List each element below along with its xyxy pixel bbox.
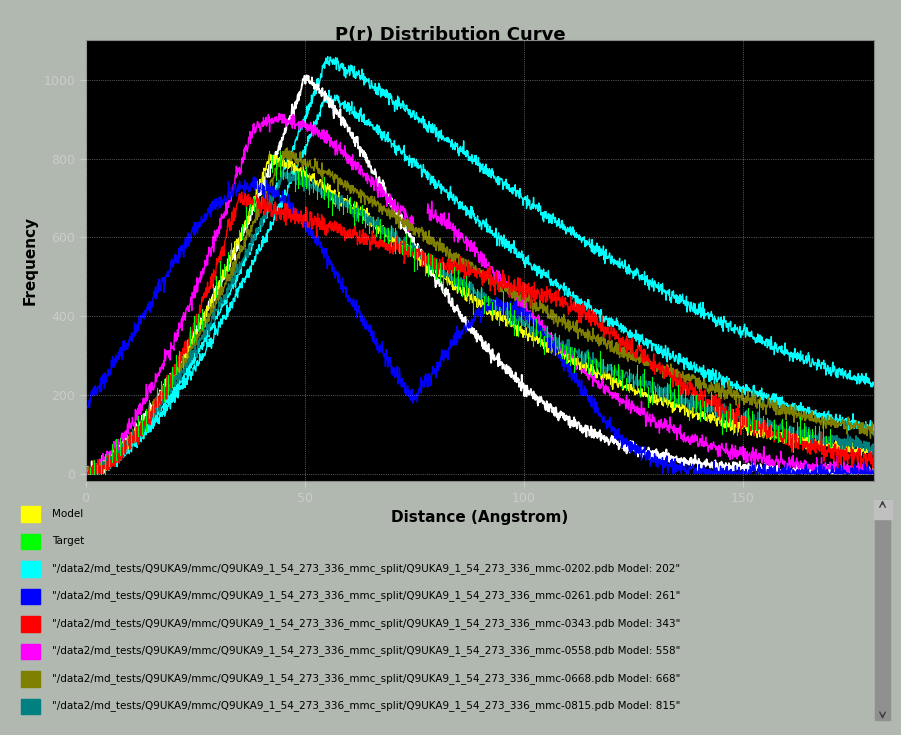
Text: P(r) Distribution Curve: P(r) Distribution Curve xyxy=(335,26,566,43)
Text: Target: Target xyxy=(52,536,85,546)
Text: "/data2/md_tests/Q9UKA9/mmc/Q9UKA9_1_54_273_336_mmc_split/Q9UKA9_1_54_273_336_mm: "/data2/md_tests/Q9UKA9/mmc/Q9UKA9_1_54_… xyxy=(52,618,680,629)
Bar xyxy=(21,699,40,714)
Bar xyxy=(874,500,892,519)
Text: "/data2/md_tests/Q9UKA9/mmc/Q9UKA9_1_54_273_336_mmc_split/Q9UKA9_1_54_273_336_mm: "/data2/md_tests/Q9UKA9/mmc/Q9UKA9_1_54_… xyxy=(52,645,680,656)
Bar xyxy=(875,500,890,720)
X-axis label: Distance (Angstrom): Distance (Angstrom) xyxy=(391,510,569,526)
Bar xyxy=(21,534,40,549)
Text: "/data2/md_tests/Q9UKA9/mmc/Q9UKA9_1_54_273_336_mmc_split/Q9UKA9_1_54_273_336_mm: "/data2/md_tests/Q9UKA9/mmc/Q9UKA9_1_54_… xyxy=(52,590,680,601)
Text: Model: Model xyxy=(52,509,84,518)
Text: "/data2/md_tests/Q9UKA9/mmc/Q9UKA9_1_54_273_336_mmc_split/Q9UKA9_1_54_273_336_mm: "/data2/md_tests/Q9UKA9/mmc/Q9UKA9_1_54_… xyxy=(52,673,680,684)
Y-axis label: Frequency: Frequency xyxy=(23,216,38,306)
Bar xyxy=(21,589,40,604)
Bar xyxy=(21,616,40,632)
Text: "/data2/md_tests/Q9UKA9/mmc/Q9UKA9_1_54_273_336_mmc_split/Q9UKA9_1_54_273_336_mm: "/data2/md_tests/Q9UKA9/mmc/Q9UKA9_1_54_… xyxy=(52,563,680,574)
Text: "/data2/md_tests/Q9UKA9/mmc/Q9UKA9_1_54_273_336_mmc_split/Q9UKA9_1_54_273_336_mm: "/data2/md_tests/Q9UKA9/mmc/Q9UKA9_1_54_… xyxy=(52,700,680,711)
Bar xyxy=(21,671,40,686)
Bar xyxy=(21,506,40,522)
Bar xyxy=(21,644,40,659)
Bar xyxy=(21,562,40,577)
